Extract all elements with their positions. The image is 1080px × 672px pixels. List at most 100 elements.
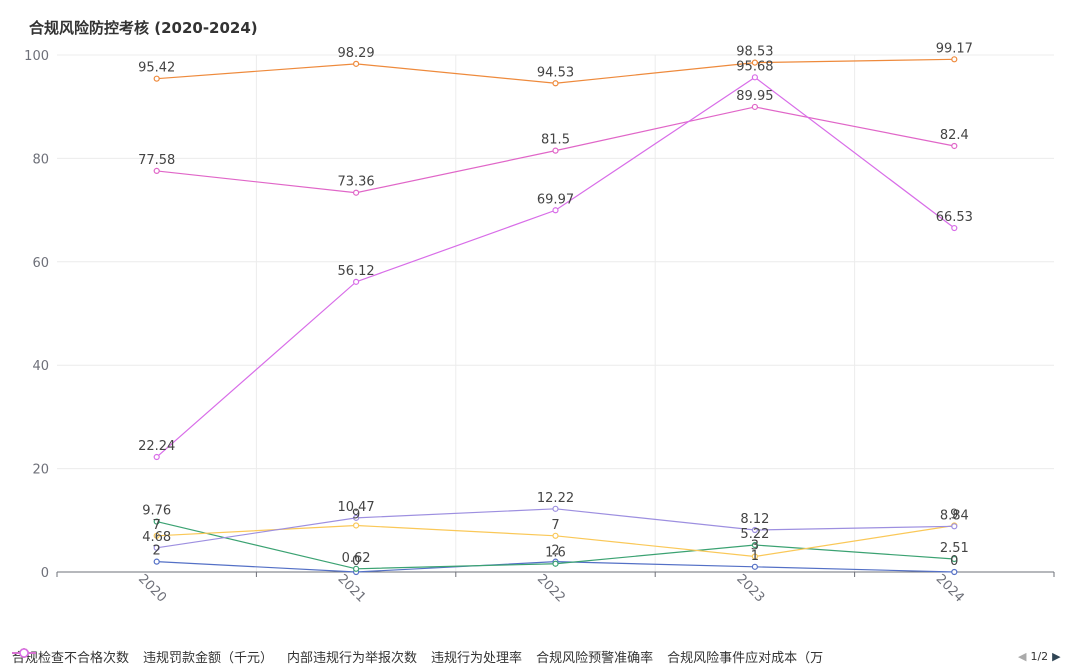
data-point[interactable] [353,189,360,196]
data-label: 4.68 [142,530,171,545]
data-point[interactable] [153,532,160,539]
data-point[interactable] [552,207,559,214]
data-label: 95.68 [736,59,773,74]
x-tick-label: 2023 [733,572,767,606]
data-label: 7 [153,518,161,533]
data-point[interactable] [153,518,160,525]
data-labels: 2 0 2 1 0 9.76 0.62 1.6 5.22 2.51 7 9 7 3 9 95.42 98.29 9… [138,41,973,569]
y-tick-label: 60 [32,256,49,271]
data-label: 8.12 [740,512,769,527]
legend-label: 合规检查不合格次数 [12,650,130,666]
y-tick-label: 100 [24,49,49,64]
data-label: 2 [153,544,161,559]
data-label: 89.95 [736,89,773,104]
data-point[interactable] [353,522,360,529]
data-point[interactable] [751,526,759,534]
data-point[interactable] [552,147,559,154]
x-tick-label: 2024 [933,572,967,606]
data-label: 82.4 [940,128,969,143]
data-label: 1 [751,549,759,564]
x-tick-label: 2020 [135,572,169,606]
data-label: 9 [950,507,958,522]
y-axis: 0 20 40 60 80 100 [24,49,49,581]
data-label: 73.36 [337,175,374,190]
data-label: 77.58 [138,153,175,168]
x-tick-label: 2022 [534,572,568,606]
data-label: 95.42 [138,61,175,76]
legend-item[interactable]: 内部违规行为举报次数 [12,647,418,666]
data-label: 5.22 [740,527,769,542]
data-label: 56.12 [337,264,374,279]
data-point[interactable] [751,103,759,111]
data-label: 22.24 [138,439,175,454]
data-point[interactable] [552,80,559,87]
data-label: 2.51 [940,541,969,556]
legend-label: 违规罚款金额（千元） [143,650,274,666]
data-point[interactable] [951,523,958,530]
y-tick-label: 40 [32,359,49,374]
data-point[interactable] [951,568,958,576]
data-point[interactable] [552,505,559,512]
data-point[interactable] [751,553,759,560]
data-label: 98.53 [736,45,773,60]
data-label: 8.84 [940,508,969,523]
data-label: 10.47 [337,500,374,515]
legend-next-icon[interactable]: ▶ [1052,649,1061,663]
legend-item[interactable]: 合规风险事件应对成本（万 [12,647,824,666]
y-tick-label: 20 [32,463,49,478]
legend: 合规检查不合格次数 违规罚款金额（千元） 内部违规行为举报次数 违规行为处理率 合规风险… [12,646,837,666]
data-point[interactable] [353,565,360,572]
data-point[interactable] [153,167,160,175]
legend-label: 内部违规行为举报次数 [287,650,418,666]
legend-pager: ◀ 1/2 ▶ [1014,646,1065,666]
legend-prev-icon[interactable]: ◀ [1018,649,1027,663]
data-label: 0 [950,554,958,569]
data-point[interactable] [751,563,759,570]
legend-page-indicator: 1/2 [1030,649,1049,663]
data-point[interactable] [751,541,759,549]
data-point[interactable] [751,59,759,66]
legend-item[interactable]: 违规罚款金额（千元） [12,647,274,666]
data-point[interactable] [951,56,958,63]
x-tick-label: 2021 [335,572,369,606]
data-label: 0 [352,554,360,569]
data-point[interactable] [153,453,160,461]
data-point[interactable] [951,224,958,232]
data-label: 2 [551,544,559,559]
legend-line-icon [12,648,36,658]
data-point[interactable] [751,74,759,81]
data-label: 69.97 [537,192,574,207]
data-label: 81.5 [541,133,570,148]
data-label: 0.62 [342,551,371,566]
data-label: 9.76 [142,504,171,519]
data-label: 12.22 [537,491,574,506]
data-label: 1.6 [545,546,566,561]
data-point[interactable] [353,278,360,285]
data-label: 98.29 [337,46,374,61]
data-point[interactable] [353,60,360,67]
data-point[interactable] [951,142,958,150]
y-tick-label: 0 [41,566,49,581]
data-label: 9 [352,507,360,522]
x-axis: 2020 2021 2022 2023 2024 [56,571,1055,606]
data-point[interactable] [552,560,559,567]
legend-label: 合规风险事件应对成本（万 [667,650,824,666]
data-point[interactable] [951,555,958,563]
data-point[interactable] [353,514,360,521]
legend-item[interactable]: 违规行为处理率 [12,647,522,666]
data-label: 3 [751,538,759,553]
chart-title: 合规风险防控考核 (2020-2024) [29,19,258,37]
legend-label: 合规风险预警准确率 [536,650,654,666]
data-label: 7 [551,518,559,533]
data-point[interactable] [153,558,160,565]
y-tick-label: 80 [32,152,49,167]
data-label: 94.53 [537,65,574,80]
data-point[interactable] [153,544,160,551]
legend-item[interactable]: 合规风险预警准确率 [12,647,654,666]
data-label: 99.17 [936,41,973,56]
grid-lines [57,54,1054,572]
data-point[interactable] [552,532,559,539]
series-points [153,56,958,576]
data-point[interactable] [153,75,160,82]
